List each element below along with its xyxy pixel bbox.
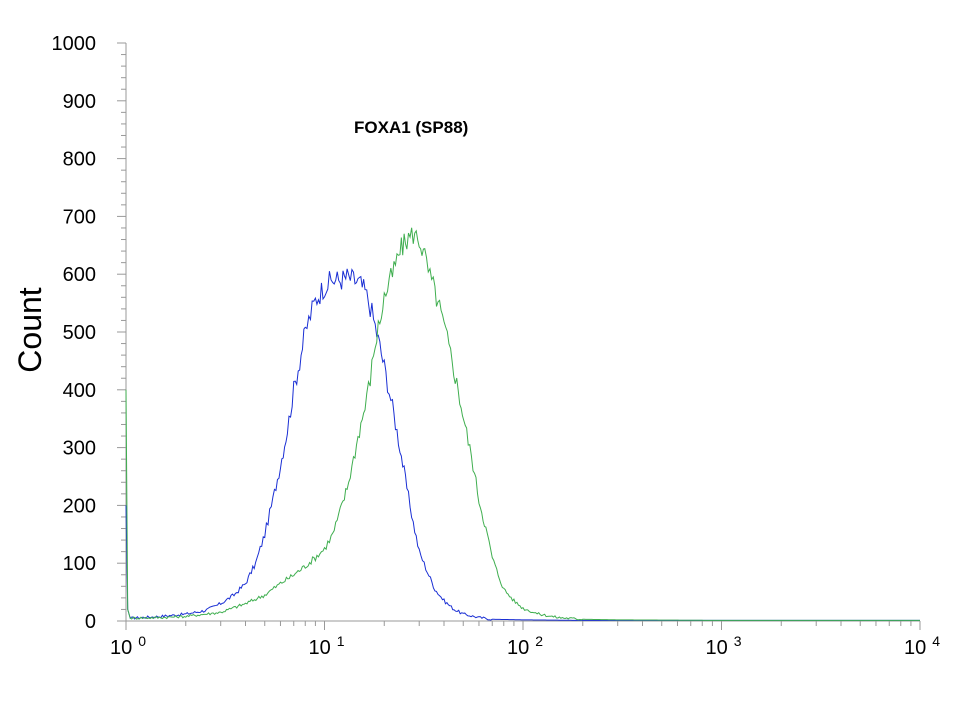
- axes: [125, 43, 920, 622]
- y-tick-label: 900: [63, 91, 96, 113]
- y-tick-label: 800: [63, 149, 96, 171]
- y-tick-label: 700: [63, 206, 96, 228]
- y-tick-label: 600: [63, 264, 96, 286]
- y-tick-label: 0: [85, 611, 96, 633]
- x-tick-label: 10 3: [706, 633, 742, 659]
- series-layer: [125, 227, 920, 621]
- x-tick-label: 10 4: [904, 633, 940, 659]
- y-tick-label: 1000: [52, 33, 97, 55]
- y-tick-label: 100: [63, 553, 96, 575]
- series-line-1: [125, 268, 920, 621]
- x-tick-label: 10 0: [110, 633, 146, 659]
- y-axis-label: Count: [12, 287, 48, 373]
- chart-title: FOXA1 (SP88): [354, 118, 468, 137]
- y-axis-ticks: 0 100 200 300 400 500 600 700 800 900 1000: [52, 33, 126, 633]
- y-tick-label: 200: [63, 495, 96, 517]
- y-tick-label: 300: [63, 438, 96, 460]
- y-tick-label: 400: [63, 380, 96, 402]
- x-tick-label: 10 2: [507, 633, 543, 659]
- x-axis-ticks: 10 0 10 1 10 2 10 3 10 4: [110, 621, 940, 659]
- x-tick-label: 10 1: [309, 633, 345, 659]
- y-tick-label: 500: [63, 322, 96, 344]
- series-line-2: [125, 227, 920, 621]
